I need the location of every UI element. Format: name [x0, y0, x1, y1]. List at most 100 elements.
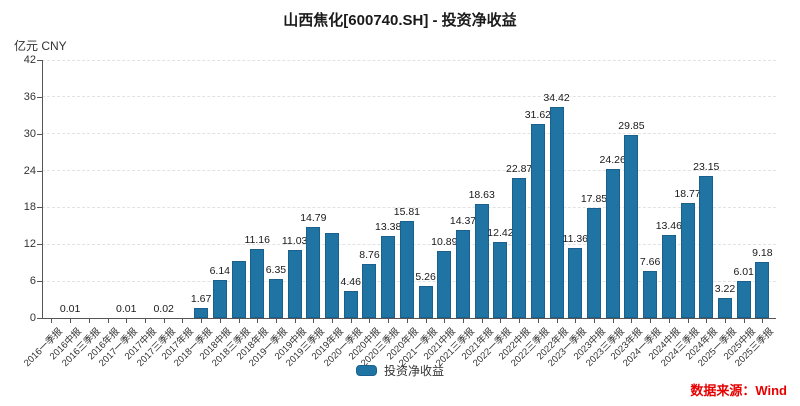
bar[interactable] [549, 106, 564, 318]
bar-value-label: 29.85 [618, 119, 645, 132]
gridline [42, 133, 776, 135]
bar-value-label: 13.38 [375, 220, 402, 233]
bar[interactable] [680, 202, 695, 318]
y-axis-tick [37, 133, 42, 135]
bar[interactable] [586, 208, 601, 318]
bar[interactable] [530, 123, 545, 318]
bar-value-label: 15.81 [393, 205, 421, 218]
bar-value-label: 17.85 [580, 193, 608, 206]
y-axis-tick-label: 42 [23, 54, 36, 66]
bar-value-label: 23.15 [693, 160, 720, 173]
bar[interactable] [325, 233, 340, 318]
bar-value-label: 6.35 [265, 263, 287, 276]
y-axis-tick [37, 244, 42, 246]
data-source-note: 数据来源：Wind [690, 383, 787, 398]
x-axis-tick [313, 319, 315, 323]
x-axis-tick [612, 319, 614, 323]
x-axis-tick [257, 319, 259, 323]
x-axis-tick [724, 319, 726, 323]
legend-item-investment-income[interactable]: 投资净收益 [355, 362, 444, 379]
gridline [42, 59, 776, 61]
bar[interactable] [568, 248, 583, 318]
bar[interactable] [194, 307, 209, 318]
x-axis-tick [593, 319, 595, 323]
bar[interactable] [437, 251, 452, 318]
y-axis-tick-label: 30 [23, 127, 36, 140]
x-axis-tick [238, 319, 240, 323]
x-axis-tick [88, 319, 90, 323]
x-axis-tick [388, 319, 390, 323]
y-axis-tick-label: 0 [29, 312, 36, 324]
y-axis-tick-label: 12 [23, 238, 36, 251]
bar-value-label: 13.46 [655, 220, 682, 233]
x-axis-tick [631, 319, 633, 323]
y-axis-tick-label: 18 [23, 201, 36, 214]
bar[interactable] [643, 270, 658, 318]
x-axis-tick [182, 319, 184, 323]
bar-value-label: 8.76 [359, 249, 380, 262]
bar-value-label: 10.89 [431, 236, 458, 249]
bar-value-label: 14.37 [449, 214, 477, 227]
x-axis-tick [519, 319, 521, 323]
x-axis-tick [650, 319, 652, 323]
y-axis-tick-label: 24 [23, 164, 36, 177]
gridline [42, 206, 776, 208]
bar-value-label: 4.46 [340, 275, 361, 288]
bar[interactable] [399, 220, 414, 318]
bar-value-label: 31.62 [524, 108, 551, 121]
bar[interactable] [661, 235, 676, 318]
x-axis-tick [70, 319, 72, 323]
x-axis-tick [706, 319, 708, 323]
bar[interactable] [418, 285, 433, 318]
bar[interactable] [624, 134, 639, 318]
bar-value-label: 0.01 [116, 302, 137, 315]
bar[interactable] [287, 250, 302, 318]
bar[interactable] [717, 298, 732, 318]
bar[interactable] [343, 290, 358, 318]
x-axis-tick [687, 319, 689, 323]
bar-value-label: 11.03 [281, 235, 308, 248]
gridline [42, 96, 776, 98]
bar-value-label: 18.63 [468, 188, 495, 201]
x-axis-tick [144, 319, 146, 323]
bar[interactable] [381, 235, 396, 318]
bar[interactable] [493, 241, 508, 318]
bar[interactable] [474, 203, 489, 318]
bar[interactable] [231, 260, 246, 318]
bar[interactable] [250, 249, 265, 318]
bar[interactable] [512, 177, 527, 318]
bar[interactable] [306, 227, 321, 318]
bar-value-label: 9.18 [752, 246, 773, 259]
y-axis-tick [37, 170, 42, 172]
bar-value-label: 18.77 [674, 187, 701, 200]
bar[interactable] [699, 175, 714, 318]
bar-value-label: 24.26 [599, 153, 626, 166]
x-axis-tick [294, 319, 296, 323]
bar-value-label: 0.01 [59, 302, 81, 315]
x-axis-tick [481, 319, 483, 323]
bar[interactable] [605, 168, 620, 318]
x-axis-tick [163, 319, 165, 323]
gridline [42, 170, 776, 172]
bar-value-label: 11.36 [562, 233, 589, 246]
chart-title: 山西焦化[600740.SH] - 投资净收益 [283, 12, 517, 29]
bar[interactable] [456, 229, 471, 318]
x-axis-tick [126, 319, 128, 323]
bar[interactable] [736, 281, 751, 318]
y-axis-tick [37, 60, 42, 61]
bar[interactable] [212, 280, 227, 318]
bar[interactable] [755, 261, 770, 318]
x-axis-tick [332, 319, 334, 323]
x-axis-tick [425, 319, 427, 323]
bar[interactable] [362, 264, 377, 318]
x-axis-tick [500, 319, 502, 323]
x-axis-tick [743, 319, 745, 323]
bar[interactable] [268, 278, 283, 318]
y-axis-tick-label: 36 [23, 90, 36, 103]
bar-value-label: 3.22 [714, 283, 736, 296]
bar-value-label: 34.42 [543, 91, 570, 104]
x-axis-tick [444, 319, 446, 323]
bar-value-label: 14.79 [300, 212, 327, 225]
x-axis-tick [762, 319, 764, 323]
y-axis-tick-label: 6 [29, 275, 36, 288]
